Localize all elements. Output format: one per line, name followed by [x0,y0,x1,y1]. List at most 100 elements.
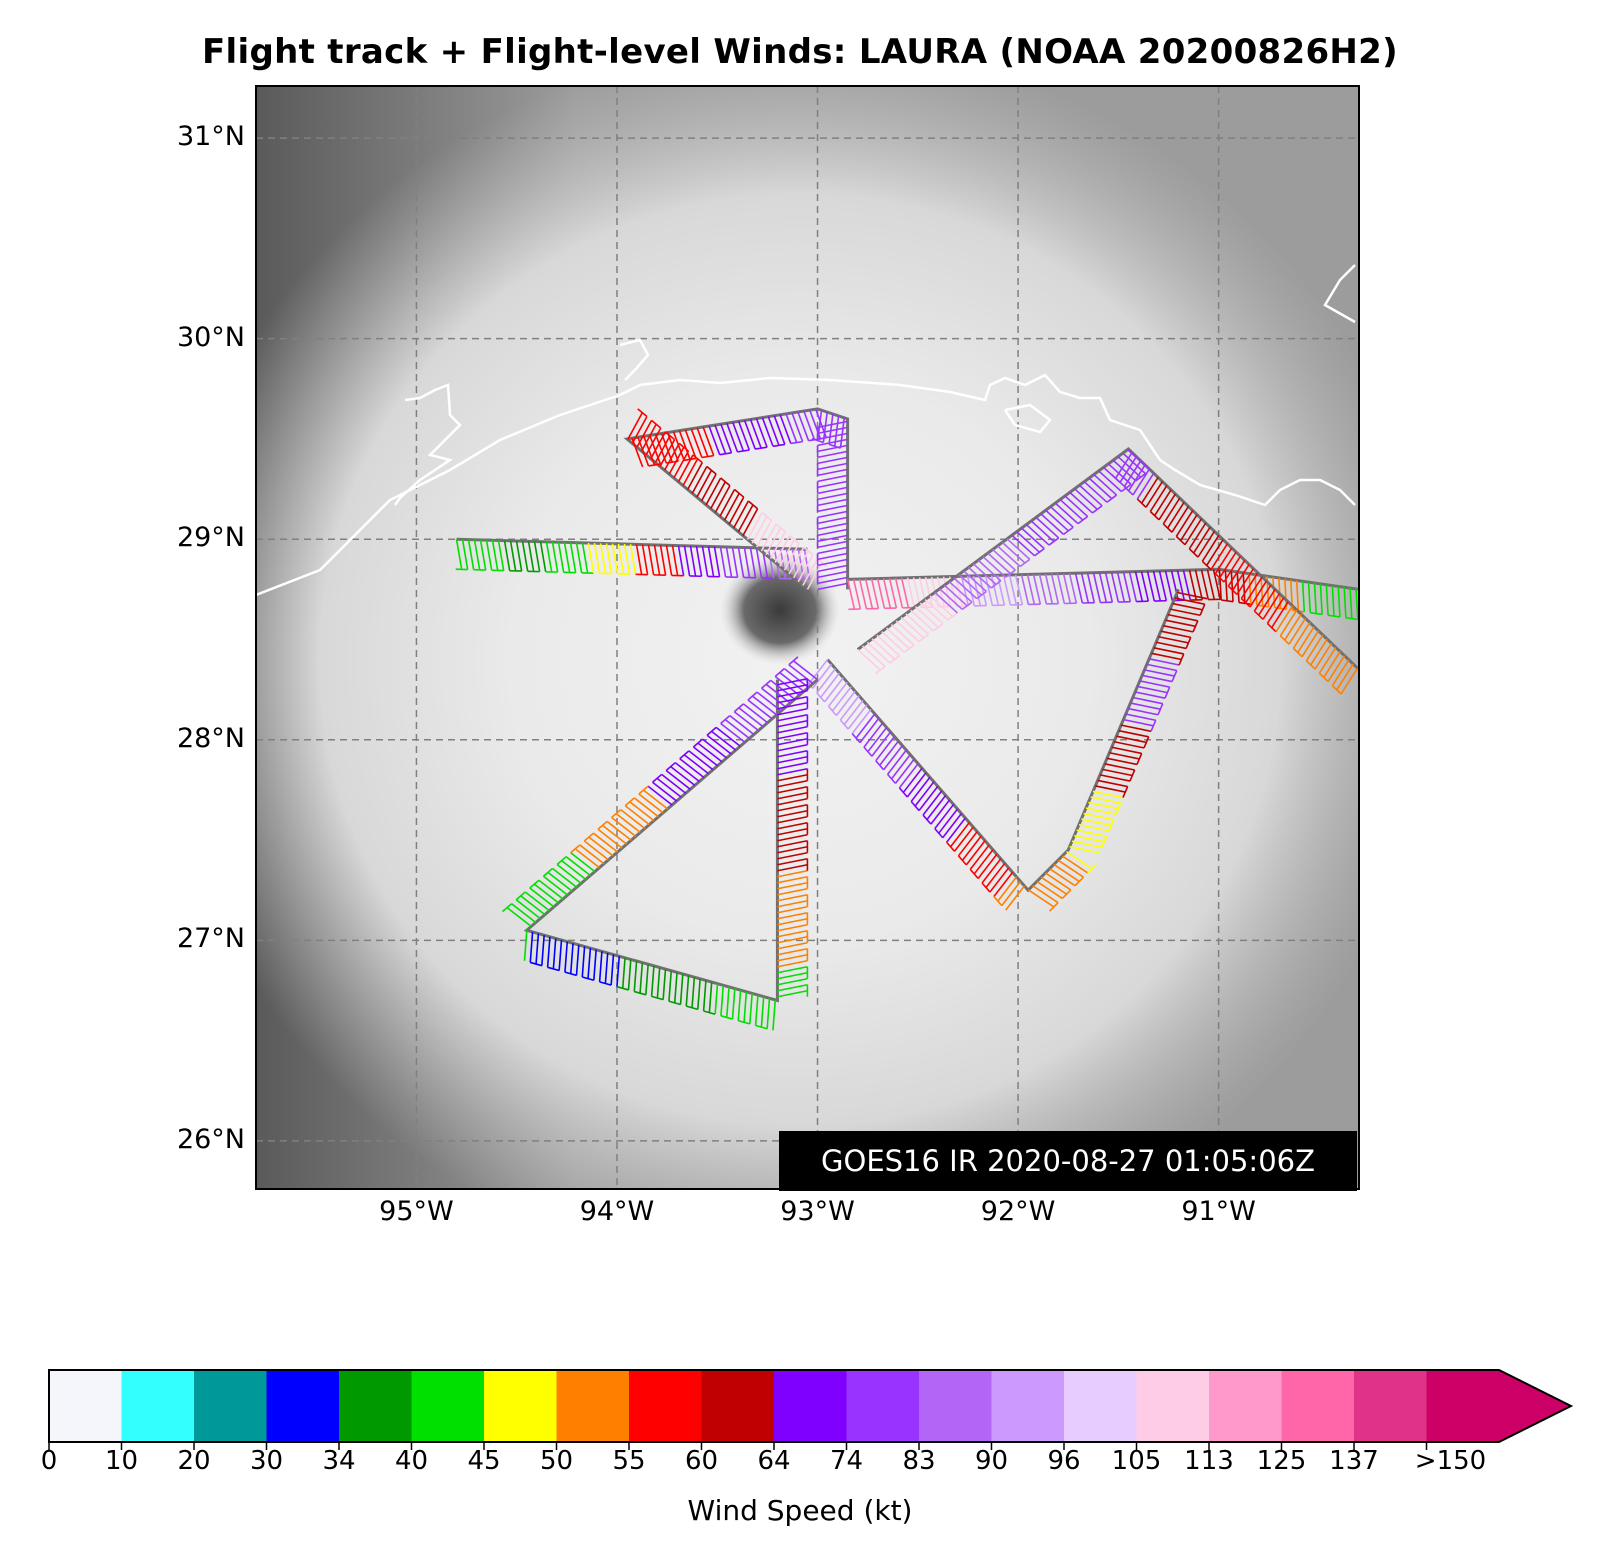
wind-barb [777,773,808,782]
wind-barb [695,545,703,577]
wind-barb-flag [1331,685,1342,695]
wind-barb [817,516,848,525]
wind-barb [797,411,810,441]
wind-barb [742,703,769,724]
wind-barb-flag [582,976,595,982]
colorbar-tick-label: 113 [1184,1446,1234,1476]
wind-barb [777,743,808,752]
wind-barb [977,559,1002,582]
wind-barb [749,419,762,449]
lon-tick-label: 95°W [379,1196,454,1227]
wind-barb-flag [1108,819,1115,832]
wind-barb [720,722,746,743]
wind-barb [817,480,848,489]
wind-barb [843,699,864,726]
wind-barb-flag [1005,569,1016,578]
wind-barb [742,508,759,536]
wind-barb [902,767,923,793]
wind-barb-flag [922,814,932,825]
wind-barb [817,426,848,435]
wind-barb-flag [903,644,915,653]
wind-barb [583,840,609,861]
wind-barb [1314,642,1333,670]
wind-barb [777,695,808,704]
colorbar-label: Wind Speed (kt) [687,1494,913,1527]
wind-barb-flag [1310,611,1323,616]
colorbar-extend-arrow [1499,1370,1571,1442]
wind-barb [552,867,578,888]
wind-barb [1116,571,1126,603]
wind-barb [541,935,545,966]
wind-barb [1068,573,1078,604]
wind-barb [1008,574,1018,605]
wind-barb [737,504,754,533]
wind-barb [705,477,722,506]
wind-barb [1032,574,1042,605]
wind-barb [702,980,707,1012]
wind-barb-flag [875,665,886,675]
wind-barb [672,431,685,461]
wind-barb-flag [1048,537,1060,546]
wind-barb [1331,659,1350,687]
wind-barb [817,438,848,447]
wind-barb [924,598,949,621]
wind-barb [803,410,816,441]
flight-legs [455,407,1359,1031]
wind-barb [777,809,808,818]
wind-barb [1137,685,1168,694]
wind-barb [777,827,808,836]
wind-barb [876,578,886,609]
wind-barb [604,952,609,984]
wind-barb-flag [839,719,849,730]
wind-barb [724,718,750,740]
wind-barb-flag [1221,599,1234,603]
wind-barb [1120,724,1152,733]
wind-barb [888,578,898,609]
wind-barb [1027,889,1055,908]
colorbar-tick-label: 20 [177,1446,211,1476]
wind-barb [565,856,591,877]
wind-barb-flag [529,879,540,889]
wind-barb [685,975,690,1007]
wind-barb [725,986,730,1018]
wind-barb [839,695,860,721]
wind-barb [656,967,661,999]
wind-barb [1134,691,1166,699]
wind-barb [647,544,655,576]
wind-barb-flag [957,855,967,866]
wind-barb [552,938,557,969]
wind-barb [992,548,1016,571]
wind-barb [777,701,808,710]
wind-barb [706,734,732,755]
wind-barb [650,965,655,997]
wind-barb-flag [1077,515,1089,525]
wind-barb [926,794,947,821]
wind-barb [1155,641,1187,650]
lon-tick-label: 91°W [1181,1196,1256,1227]
wind-barb [1223,555,1242,583]
wind-barb-flag [946,841,956,852]
wind-barb [683,545,691,577]
wind-barb [817,534,848,543]
wind-barb [1180,514,1198,541]
wind-barb [1040,513,1065,535]
wind-barb [621,957,626,989]
wind-barb-flag [1345,617,1358,621]
wind-barb [659,544,667,576]
wind-barb [817,552,848,561]
wind-barb [929,595,954,618]
wind-barb-flag [515,891,526,901]
wind-barb [682,458,699,487]
wind-barb-flag [1279,635,1290,645]
wind-barb [919,602,944,625]
wind-barb-flag [1049,902,1059,912]
wind-barb [761,687,787,708]
wind-barb [637,436,650,467]
wind-barb [1056,573,1066,604]
lat-tick-label: 26°N [176,1123,245,1155]
wind-barb [1336,663,1354,691]
wind-barb [777,791,808,800]
wind-barb [817,528,848,537]
wind-barb-flag [637,408,648,418]
wind-barb [767,416,780,446]
